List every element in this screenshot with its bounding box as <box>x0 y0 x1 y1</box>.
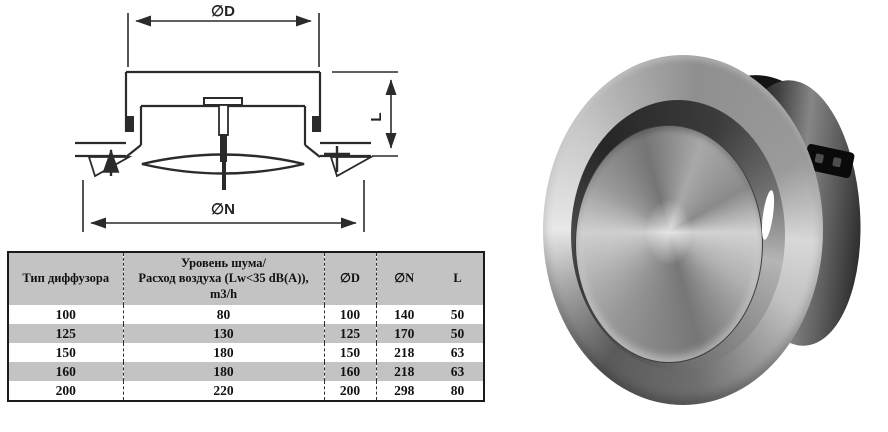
cell-l: 50 <box>432 305 484 324</box>
table-row: 100 80 100 140 50 <box>8 305 484 324</box>
spec-table: Тип диффузора Уровень шума/ Расход возду… <box>7 251 485 402</box>
cell-type: 100 <box>8 305 124 324</box>
spring-clip-left <box>87 148 133 178</box>
cell-d: 125 <box>324 324 377 343</box>
valve-disc <box>575 125 763 363</box>
column-header-diameter-n: ∅N <box>376 252 432 305</box>
column-header-length-l: L <box>432 252 484 305</box>
center-screw <box>203 97 243 190</box>
table-row: 150 180 150 218 63 <box>8 343 484 362</box>
cell-type: 125 <box>8 324 124 343</box>
cell-d: 200 <box>324 381 377 401</box>
cell-airflow: 220 <box>123 381 325 401</box>
product-photo <box>520 30 870 418</box>
cell-d: 100 <box>324 305 377 324</box>
cell-airflow: 80 <box>123 305 325 324</box>
column-header-noise-airflow: Уровень шума/ Расход воздуха (Lw<35 dB(A… <box>123 252 325 305</box>
table-row: 125 130 125 170 50 <box>8 324 484 343</box>
dim-n <box>82 180 365 232</box>
diffuser-body <box>75 70 371 158</box>
cell-l: 80 <box>432 381 484 401</box>
dim-d <box>127 13 320 67</box>
cell-n: 170 <box>376 324 432 343</box>
dim-l <box>332 71 398 157</box>
cell-airflow: 180 <box>123 362 325 381</box>
diffuser-section-drawing: ∅D ∅N L <box>75 3 398 232</box>
cell-n: 218 <box>376 343 432 362</box>
cell-l: 63 <box>432 343 484 362</box>
label-diameter-n: ∅N <box>211 201 235 218</box>
cell-l: 50 <box>432 324 484 343</box>
cell-l: 63 <box>432 362 484 381</box>
cell-n: 218 <box>376 362 432 381</box>
cell-type: 150 <box>8 343 124 362</box>
column-header-type: Тип диффузора <box>8 252 124 305</box>
cell-type: 200 <box>8 381 124 401</box>
cell-d: 160 <box>324 362 377 381</box>
cell-airflow: 180 <box>123 343 325 362</box>
label-diameter-d: ∅D <box>211 3 235 20</box>
cell-airflow: 130 <box>123 324 325 343</box>
cell-n: 298 <box>376 381 432 401</box>
table-row: 200 220 200 298 80 <box>8 381 484 401</box>
cell-d: 150 <box>324 343 377 362</box>
spring-clip-right <box>324 146 375 178</box>
table-row: 160 180 160 218 63 <box>8 362 484 381</box>
label-length-l: L <box>368 112 385 121</box>
cell-type: 160 <box>8 362 124 381</box>
table-header-row: Тип диффузора Уровень шума/ Расход возду… <box>8 252 484 305</box>
column-header-diameter-d: ∅D <box>324 252 377 305</box>
cell-n: 140 <box>376 305 432 324</box>
